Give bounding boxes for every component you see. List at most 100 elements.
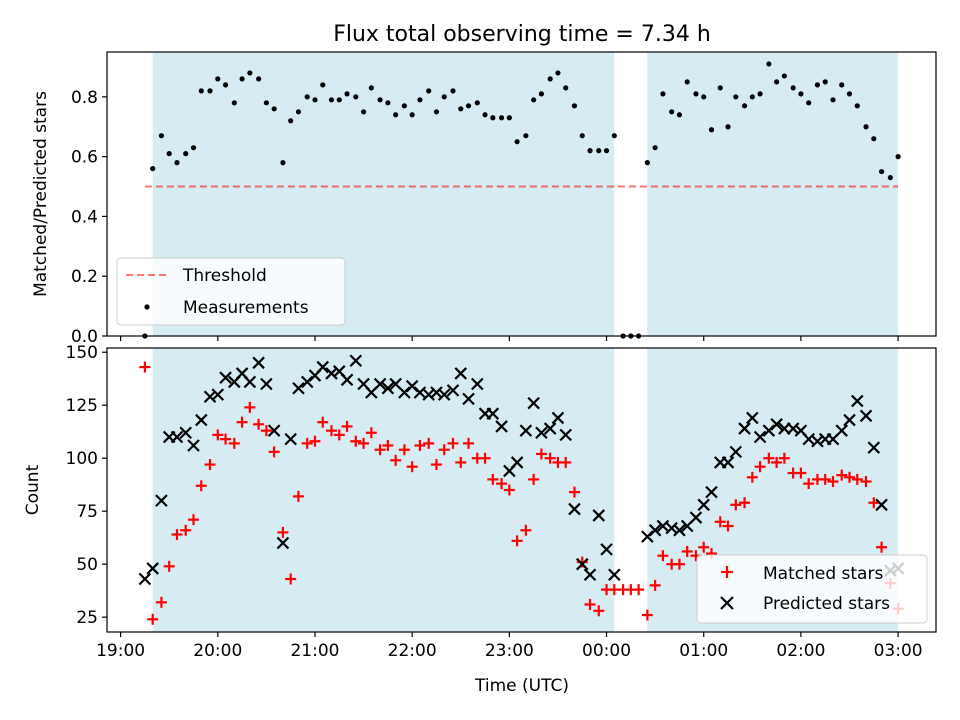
matched-star-point xyxy=(309,435,321,447)
measurement-point xyxy=(280,160,286,166)
measurement-point xyxy=(368,85,374,91)
matched-star-point xyxy=(350,435,362,447)
matched-star-point xyxy=(455,456,467,468)
predicted-star-point xyxy=(510,456,524,469)
predicted-star-point xyxy=(705,485,718,499)
measurement-point xyxy=(174,160,180,166)
measurement-point xyxy=(652,145,658,151)
predicted-star-point xyxy=(462,392,475,406)
measurement-point xyxy=(417,97,423,103)
measurement-point xyxy=(644,160,650,166)
matched-star-point xyxy=(657,550,669,562)
bottom-legend: Matched stars Predicted stars xyxy=(696,554,928,624)
predicted-star-point xyxy=(851,394,864,408)
measurement-point xyxy=(725,124,731,130)
x-tick-label: 22:00 xyxy=(388,641,437,661)
measurement-point xyxy=(344,91,350,97)
measurement-point xyxy=(587,148,593,154)
measurement-point xyxy=(377,97,383,103)
predicted-stars-points xyxy=(138,354,905,586)
predicted-star-point xyxy=(349,354,363,367)
matched-star-point xyxy=(827,476,839,488)
measurement-point xyxy=(708,127,715,133)
matched-star-point xyxy=(487,473,499,485)
matched-star-point xyxy=(236,416,248,428)
predicted-star-point xyxy=(422,388,435,401)
x-tick-label: 00:00 xyxy=(582,641,631,661)
matched-star-point xyxy=(520,524,532,536)
top-panel: 0.00.20.40.60.8 Matched/Predicted stars … xyxy=(31,51,937,347)
predicted-star-point xyxy=(146,562,159,575)
matched-star-point xyxy=(244,401,256,413)
top-legend-box xyxy=(116,257,346,326)
predicted-star-point xyxy=(179,426,192,440)
measurement-point xyxy=(441,94,447,100)
x-tick-label: 20:00 xyxy=(193,641,242,661)
bottom-axes-frame xyxy=(106,347,937,633)
predicted-stars-legend-swatch xyxy=(720,596,734,610)
predicted-star-point xyxy=(381,381,395,395)
predicted-star-point xyxy=(203,390,217,404)
measurement-point xyxy=(256,76,262,82)
measurement-point xyxy=(717,85,723,91)
chart-title: Flux total observing time = 7.34 h xyxy=(333,22,711,47)
measurement-point xyxy=(207,88,213,94)
top-x-ticks xyxy=(120,336,899,341)
predicted-star-point xyxy=(267,424,281,437)
measurement-point xyxy=(749,94,755,100)
x-tick-label: 03:00 xyxy=(874,641,923,661)
measurement-point xyxy=(579,133,585,139)
measurement-point xyxy=(215,76,221,82)
threshold-legend-label: Threshold xyxy=(182,266,267,286)
predicted-star-point xyxy=(519,424,533,437)
y-tick-label: 0.2 xyxy=(71,267,98,287)
matched-star-point xyxy=(876,541,888,553)
matched-star-point xyxy=(268,446,280,458)
matched-star-point xyxy=(390,454,402,466)
measurement-point xyxy=(198,88,204,94)
y-tick-label: 25 xyxy=(76,608,98,628)
matched-star-point xyxy=(438,444,450,456)
measurement-point xyxy=(295,109,302,115)
y-tick-label: 0.6 xyxy=(71,148,98,168)
matched-star-point xyxy=(681,545,693,557)
predicted-star-point xyxy=(340,373,354,387)
measurement-point xyxy=(839,82,845,88)
predicted-star-point xyxy=(219,371,232,384)
y-tick-label: 150 xyxy=(66,343,98,363)
predicted-star-point xyxy=(316,360,330,374)
matched-star-point xyxy=(868,497,880,509)
shaded-interval-2 xyxy=(647,52,899,336)
predicted-star-point xyxy=(437,388,451,401)
matched-star-point xyxy=(139,361,151,373)
measurement-point xyxy=(385,100,391,106)
measurement-point xyxy=(353,94,359,100)
measurement-point xyxy=(490,115,496,121)
measurement-point xyxy=(701,94,707,100)
matched-star-point xyxy=(187,514,199,526)
measurement-point xyxy=(563,85,569,91)
x-tick-label: 01:00 xyxy=(679,641,728,661)
measurement-point xyxy=(239,76,245,82)
matched-star-point xyxy=(260,425,272,437)
measurement-point xyxy=(611,133,617,139)
matched-star-point xyxy=(795,467,807,479)
measurement-point xyxy=(312,97,318,103)
predicted-star-point xyxy=(486,407,500,420)
predicted-star-point xyxy=(276,536,290,550)
measurements-legend-label: Measurements xyxy=(183,298,309,318)
measurement-point xyxy=(247,70,253,76)
matched-star-point xyxy=(803,478,815,490)
measurement-point xyxy=(774,79,780,85)
predicted-star-point xyxy=(697,498,711,512)
matched-star-point xyxy=(423,437,435,449)
matched-star-point xyxy=(204,459,216,471)
matched-stars-legend-swatch xyxy=(721,566,733,578)
measurement-point xyxy=(498,115,505,121)
measurement-point xyxy=(514,139,520,145)
matched-star-point xyxy=(778,452,790,464)
matched-star-point xyxy=(649,579,661,591)
predicted-star-point xyxy=(292,381,305,395)
measurement-point xyxy=(433,109,440,115)
predicted-star-point xyxy=(689,511,703,524)
